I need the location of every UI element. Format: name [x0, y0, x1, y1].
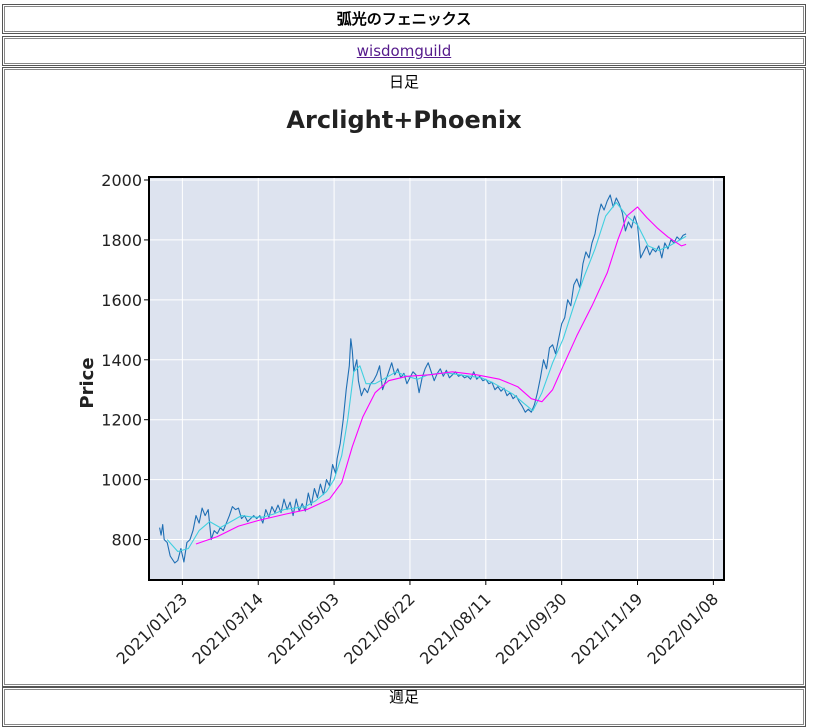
link-box: wisdomguild [2, 36, 806, 66]
series-line-ma-short [166, 201, 687, 553]
y-tick-label: 1800 [101, 231, 142, 250]
y-tick-label: 1600 [101, 291, 142, 310]
card-title-box: 弧光のフェニックス [2, 4, 806, 34]
x-tick-label: 2021/03/14 [188, 589, 267, 668]
y-axis-label: Price [77, 357, 98, 408]
x-tick-label: 2021/01/23 [113, 589, 192, 668]
chart-panel: 日足 800 1000 1200 1400 1600 1800 2000 2021/01/23… [2, 67, 806, 687]
weekly-label: 週足 [388, 688, 419, 706]
x-tick-label: 2021/06/22 [340, 589, 419, 668]
series-line-ma-long [195, 206, 687, 545]
plot-frame [148, 176, 725, 581]
x-tick-label: 2021/11/19 [568, 589, 647, 668]
price-chart: 8001000120014001600180020002021/01/23202… [77, 106, 725, 668]
period-label: 日足 [388, 73, 419, 91]
x-tick-label: 2022/01/08 [644, 589, 723, 668]
y-tick-label: 1400 [101, 351, 142, 370]
x-tick-label: 2021/05/03 [264, 589, 343, 668]
chart-title: Arclight+Phoenix [286, 106, 522, 134]
series-line-price [159, 194, 687, 564]
wisdomguild-link[interactable]: wisdomguild [356, 42, 452, 60]
weekly-section-box: 週足 [2, 687, 806, 727]
y-tick-label: 1000 [101, 471, 142, 490]
x-tick-label: 2021/09/30 [492, 589, 571, 668]
y-tick-label: 800 [111, 531, 142, 550]
plot-background [149, 177, 724, 580]
x-tick-label: 2021/08/11 [416, 589, 495, 668]
y-tick-label: 2000 [101, 171, 142, 190]
card-title: 弧光のフェニックス [336, 10, 472, 28]
y-tick-label: 1200 [101, 411, 142, 430]
